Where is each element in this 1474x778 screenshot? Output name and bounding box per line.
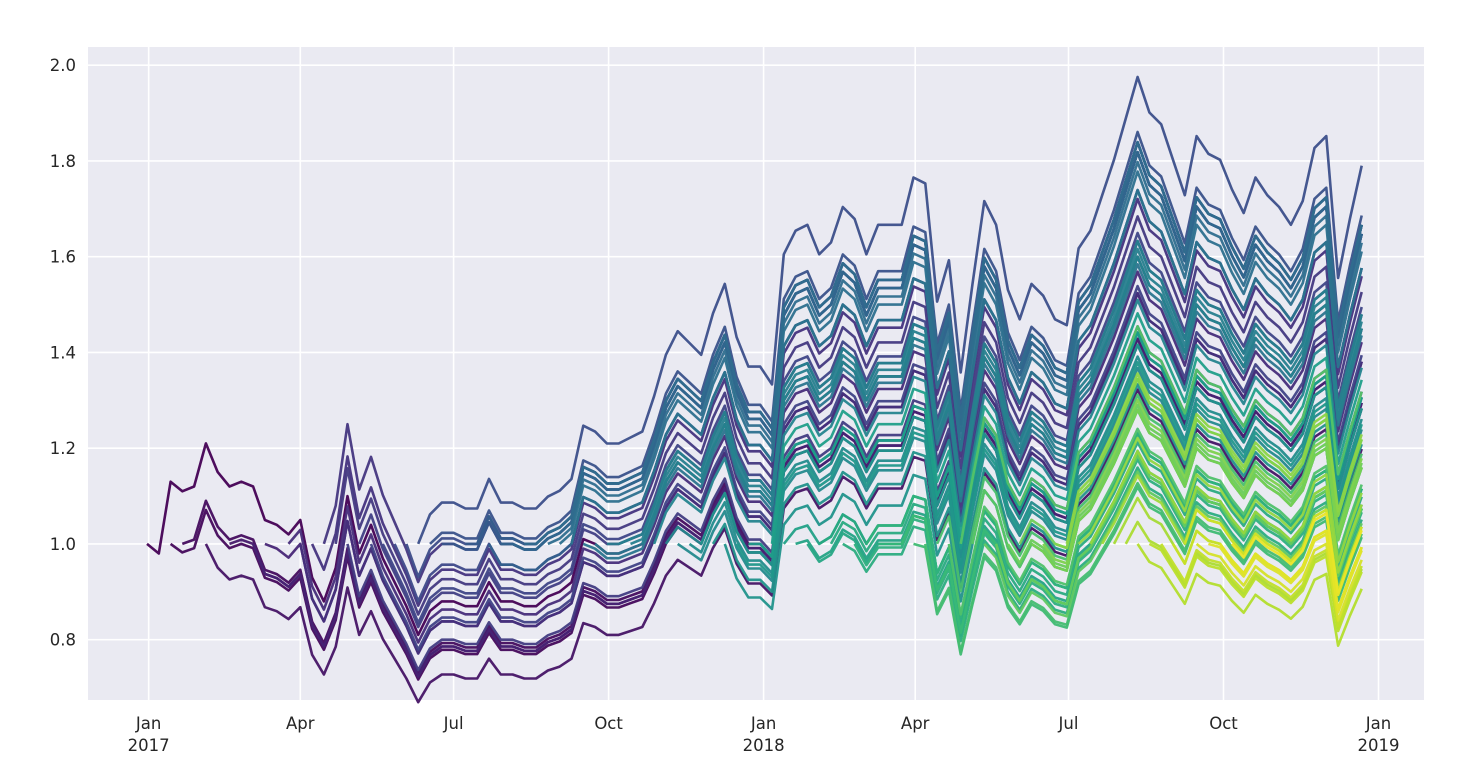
series-line xyxy=(287,270,1363,644)
series-line xyxy=(535,140,1363,545)
series-line xyxy=(1230,512,1363,597)
series-line xyxy=(983,470,1363,618)
series-lines xyxy=(146,75,1363,704)
series-line xyxy=(1136,543,1363,647)
x-tick-month: Oct xyxy=(594,714,623,733)
series-line xyxy=(994,454,1363,606)
series-line xyxy=(1089,449,1363,574)
y-tick-label: 1.4 xyxy=(50,343,76,362)
x-tick-label: Apr xyxy=(901,714,930,733)
x-tick-label: Jan 2019 xyxy=(1358,714,1400,755)
x-tick-month: Jan xyxy=(750,714,776,733)
x-tick-label: Oct xyxy=(594,714,623,733)
y-tick-label: 2.0 xyxy=(50,56,76,75)
series-line xyxy=(676,366,1363,583)
y-tick-label: 0.8 xyxy=(50,631,76,650)
series-line xyxy=(334,215,1363,616)
series-line xyxy=(711,383,1363,594)
series-line xyxy=(853,458,1363,637)
series-line xyxy=(829,441,1363,625)
series-line xyxy=(369,284,1363,652)
series-line xyxy=(251,337,1363,678)
series-line xyxy=(310,197,1363,607)
y-tick-label: 1.0 xyxy=(50,535,76,554)
series-line xyxy=(570,188,1363,545)
series-line xyxy=(558,170,1363,545)
series-line xyxy=(416,75,1363,545)
series-line xyxy=(618,239,1363,546)
x-tick-label: Jul xyxy=(1058,714,1079,733)
series-line xyxy=(630,247,1363,546)
x-tick-month: Jul xyxy=(443,714,464,733)
x-tick-label: Oct xyxy=(1209,714,1238,733)
x-tick-year: 2019 xyxy=(1358,736,1400,755)
x-tick-month: Apr xyxy=(901,714,930,733)
series-line xyxy=(1054,377,1363,550)
series-line xyxy=(299,291,1363,655)
series-line xyxy=(1030,408,1363,572)
y-tick-label: 1.6 xyxy=(50,248,76,267)
y-tick-label: 1.8 xyxy=(50,152,76,171)
x-tick-month: Jul xyxy=(1058,714,1079,733)
y-tick-label: 1.2 xyxy=(50,439,76,458)
series-line xyxy=(947,427,1363,616)
x-tick-month: Jan xyxy=(1365,714,1391,733)
series-line xyxy=(735,361,1363,579)
x-tick-month: Apr xyxy=(286,714,315,733)
x-tick-year: 2017 xyxy=(128,736,170,755)
x-tick-month: Oct xyxy=(1209,714,1238,733)
series-line xyxy=(1077,436,1363,564)
series-line xyxy=(1042,398,1363,565)
series-line xyxy=(429,130,1363,545)
x-tick-label: Apr xyxy=(286,714,315,733)
x-tick-label: Jul xyxy=(443,714,464,733)
y-axis-ticks: 0.8 1.0 1.2 1.4 1.6 1.8 2.0 xyxy=(50,56,76,649)
x-axis-ticks: Jan 2017 Apr Jul Oct Jan 2018 Apr Jul Oct Jan 2019 xyxy=(128,714,1400,755)
series-line xyxy=(1124,520,1363,630)
x-tick-label: Jan 2018 xyxy=(743,714,785,755)
series-line xyxy=(913,485,1363,656)
series-line xyxy=(699,343,1363,567)
series-line xyxy=(935,393,1363,593)
series-line xyxy=(1065,372,1363,545)
series-line xyxy=(1219,529,1363,611)
series-line xyxy=(959,325,1363,545)
series-line xyxy=(924,481,1363,654)
series-line xyxy=(770,312,1363,545)
x-tick-label: Jan 2017 xyxy=(128,714,170,755)
x-tick-month: Jan xyxy=(135,714,161,733)
series-line xyxy=(759,331,1363,559)
series-line xyxy=(688,355,1363,575)
series-line xyxy=(641,255,1363,545)
x-tick-year: 2018 xyxy=(743,736,785,755)
series-line xyxy=(381,231,1363,625)
